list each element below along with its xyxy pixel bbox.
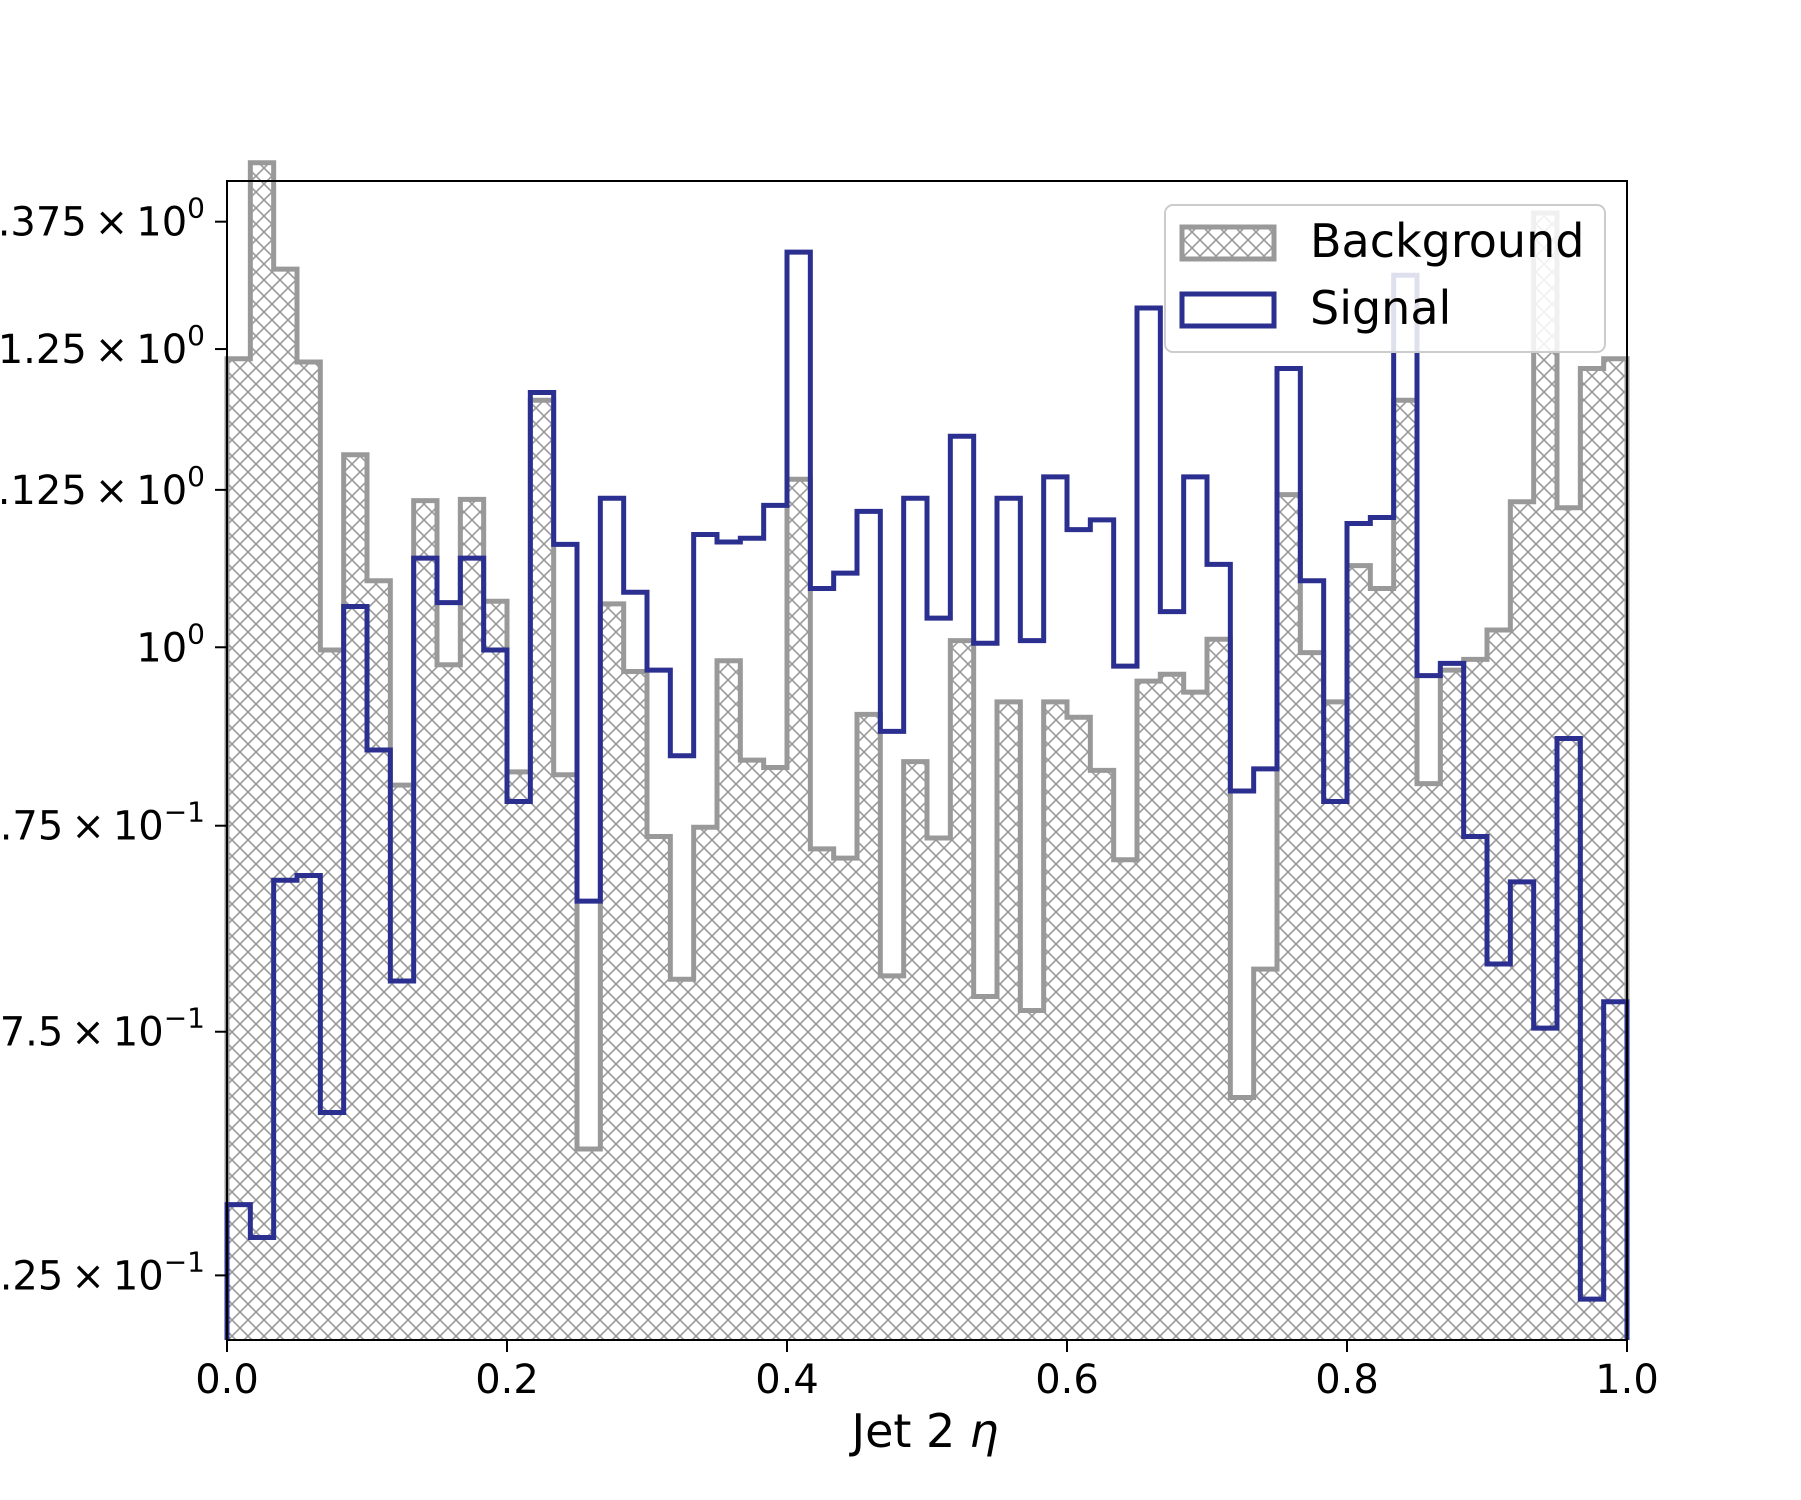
background-bin	[483, 601, 508, 1340]
background-bin	[437, 664, 461, 1340]
background-bin	[833, 858, 858, 1340]
background-bin	[390, 785, 415, 1340]
background-bin	[1090, 770, 1115, 1340]
legend-label-background: Background	[1310, 214, 1584, 268]
background-bin	[693, 827, 718, 1340]
background-bin	[1487, 630, 1511, 1340]
background-bin	[367, 580, 391, 1340]
background-bin	[1277, 494, 1301, 1340]
background-bin	[1510, 501, 1535, 1340]
legend: Background Signal	[1164, 204, 1606, 353]
background-bin	[413, 500, 438, 1341]
background-bin	[717, 660, 741, 1340]
background-bin	[460, 499, 485, 1340]
y-tick-label: 100	[136, 617, 205, 671]
x-tick-label: 0.2	[475, 1357, 539, 1403]
background-bin	[577, 1148, 601, 1340]
background-bin	[507, 771, 531, 1340]
background-bin	[647, 836, 671, 1340]
y-tick-label: 6.25 × 10−1	[0, 1245, 205, 1299]
background-bin	[250, 162, 275, 1341]
background-bin	[950, 640, 975, 1340]
background-bin	[1137, 681, 1161, 1340]
background-bin	[1020, 1010, 1045, 1340]
x-tick-label: 0.6	[1035, 1357, 1099, 1403]
background-bin	[973, 996, 998, 1340]
background-bin	[1230, 1097, 1255, 1340]
background-bin	[297, 361, 321, 1340]
background-bin	[1370, 588, 1395, 1340]
background-bin	[1533, 212, 1558, 1341]
background-bin	[997, 701, 1021, 1340]
background-bin	[927, 837, 951, 1340]
axes-frame	[226, 180, 1628, 1341]
x-tick-label: 0.8	[1315, 1357, 1379, 1403]
background-bin	[810, 848, 835, 1340]
y-tick-label: 1.125 × 100	[0, 460, 205, 514]
background-bin	[553, 774, 578, 1340]
plot-area	[224, 160, 1630, 1341]
background-bin	[623, 671, 648, 1340]
background-bin	[1440, 670, 1465, 1340]
x-tick-label: 1.0	[1595, 1357, 1659, 1403]
legend-swatch-signal	[1179, 291, 1277, 329]
y-tick-label: 1.25 × 100	[0, 319, 205, 373]
background-bin	[1557, 507, 1581, 1340]
background-bin	[1417, 783, 1441, 1340]
x-axis: 0.0 0.2 0.4 0.6 0.8 1.0	[195, 1340, 1659, 1403]
y-axis: 6.25 × 10−1 7.5 × 10−1 8.75 × 10−1 100 1.125…	[0, 192, 227, 1299]
background-bin	[740, 760, 765, 1340]
background-bin	[343, 454, 368, 1340]
background-bin	[1300, 652, 1325, 1340]
background-bin	[273, 269, 298, 1340]
x-tick-label: 0.0	[195, 1357, 259, 1403]
background-bin	[1253, 969, 1278, 1340]
series-background	[224, 160, 1630, 1341]
background-bin	[1207, 639, 1231, 1340]
background-bin	[1393, 400, 1418, 1340]
background-bin	[1160, 674, 1185, 1340]
background-bin	[670, 979, 695, 1340]
background-bin	[1347, 565, 1371, 1340]
background-bin	[1603, 358, 1628, 1341]
background-bin	[903, 761, 928, 1340]
background-bin	[1580, 368, 1605, 1340]
background-bin	[320, 649, 345, 1340]
background-bin	[880, 975, 905, 1340]
background-bin	[227, 358, 251, 1341]
background-bin	[787, 479, 811, 1341]
background-bin	[763, 767, 788, 1340]
background-bin	[1113, 859, 1138, 1340]
background-bin	[600, 603, 625, 1340]
y-tick-label: 7.5 × 10−1	[0, 1002, 205, 1056]
background-bin	[1463, 659, 1488, 1340]
background-bin	[1183, 692, 1208, 1340]
legend-label-signal: Signal	[1310, 281, 1451, 335]
legend-swatch-background	[1179, 224, 1277, 262]
y-tick-label: 8.75 × 10−1	[0, 796, 205, 850]
background-bin	[1067, 717, 1091, 1340]
background-bin	[1323, 701, 1348, 1340]
background-bin	[530, 400, 555, 1340]
x-tick-label: 0.4	[755, 1357, 819, 1403]
y-tick-label: 1.375 × 100	[0, 192, 205, 246]
background-bin	[1043, 701, 1068, 1340]
background-bin	[857, 714, 881, 1340]
